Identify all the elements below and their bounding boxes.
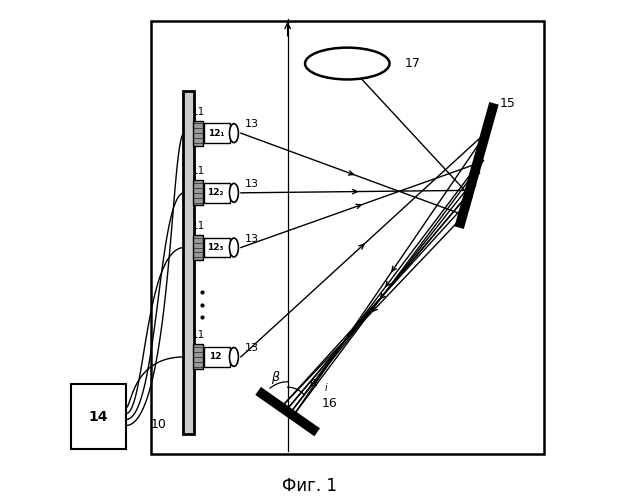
Bar	[193, 180, 203, 205]
Ellipse shape	[229, 348, 239, 366]
Text: 13: 13	[245, 343, 259, 353]
Text: 12₁: 12₁	[208, 128, 224, 138]
Text: β: β	[271, 372, 279, 384]
Bar	[204, 123, 230, 143]
Text: Фиг. 1: Фиг. 1	[283, 477, 337, 495]
Text: 11: 11	[192, 106, 205, 117]
Text: 11: 11	[192, 330, 205, 340]
Text: 16: 16	[322, 397, 338, 410]
Text: 11: 11	[192, 221, 205, 231]
Bar	[204, 238, 230, 258]
Text: 15: 15	[500, 97, 516, 110]
Bar	[151, 22, 544, 454]
Text: i: i	[325, 382, 327, 392]
Text: 14: 14	[89, 410, 108, 424]
Text: 13: 13	[245, 179, 259, 189]
Ellipse shape	[305, 48, 389, 80]
Ellipse shape	[229, 238, 239, 257]
Text: 13: 13	[245, 234, 259, 243]
Bar	[193, 120, 203, 146]
Ellipse shape	[229, 184, 239, 203]
Text: 12: 12	[210, 352, 222, 362]
Bar	[183, 91, 194, 434]
Text: 11: 11	[192, 166, 205, 176]
Text: 17: 17	[404, 57, 420, 70]
Text: α: α	[310, 376, 318, 388]
Bar	[193, 344, 203, 370]
Bar	[204, 183, 230, 203]
Bar	[71, 384, 126, 449]
Text: 12₂: 12₂	[208, 188, 224, 198]
Ellipse shape	[229, 124, 239, 142]
Text: 10: 10	[151, 418, 166, 430]
Text: 13: 13	[245, 119, 259, 129]
Bar	[193, 235, 203, 260]
Text: 12₃: 12₃	[208, 243, 224, 252]
Bar	[204, 347, 230, 367]
